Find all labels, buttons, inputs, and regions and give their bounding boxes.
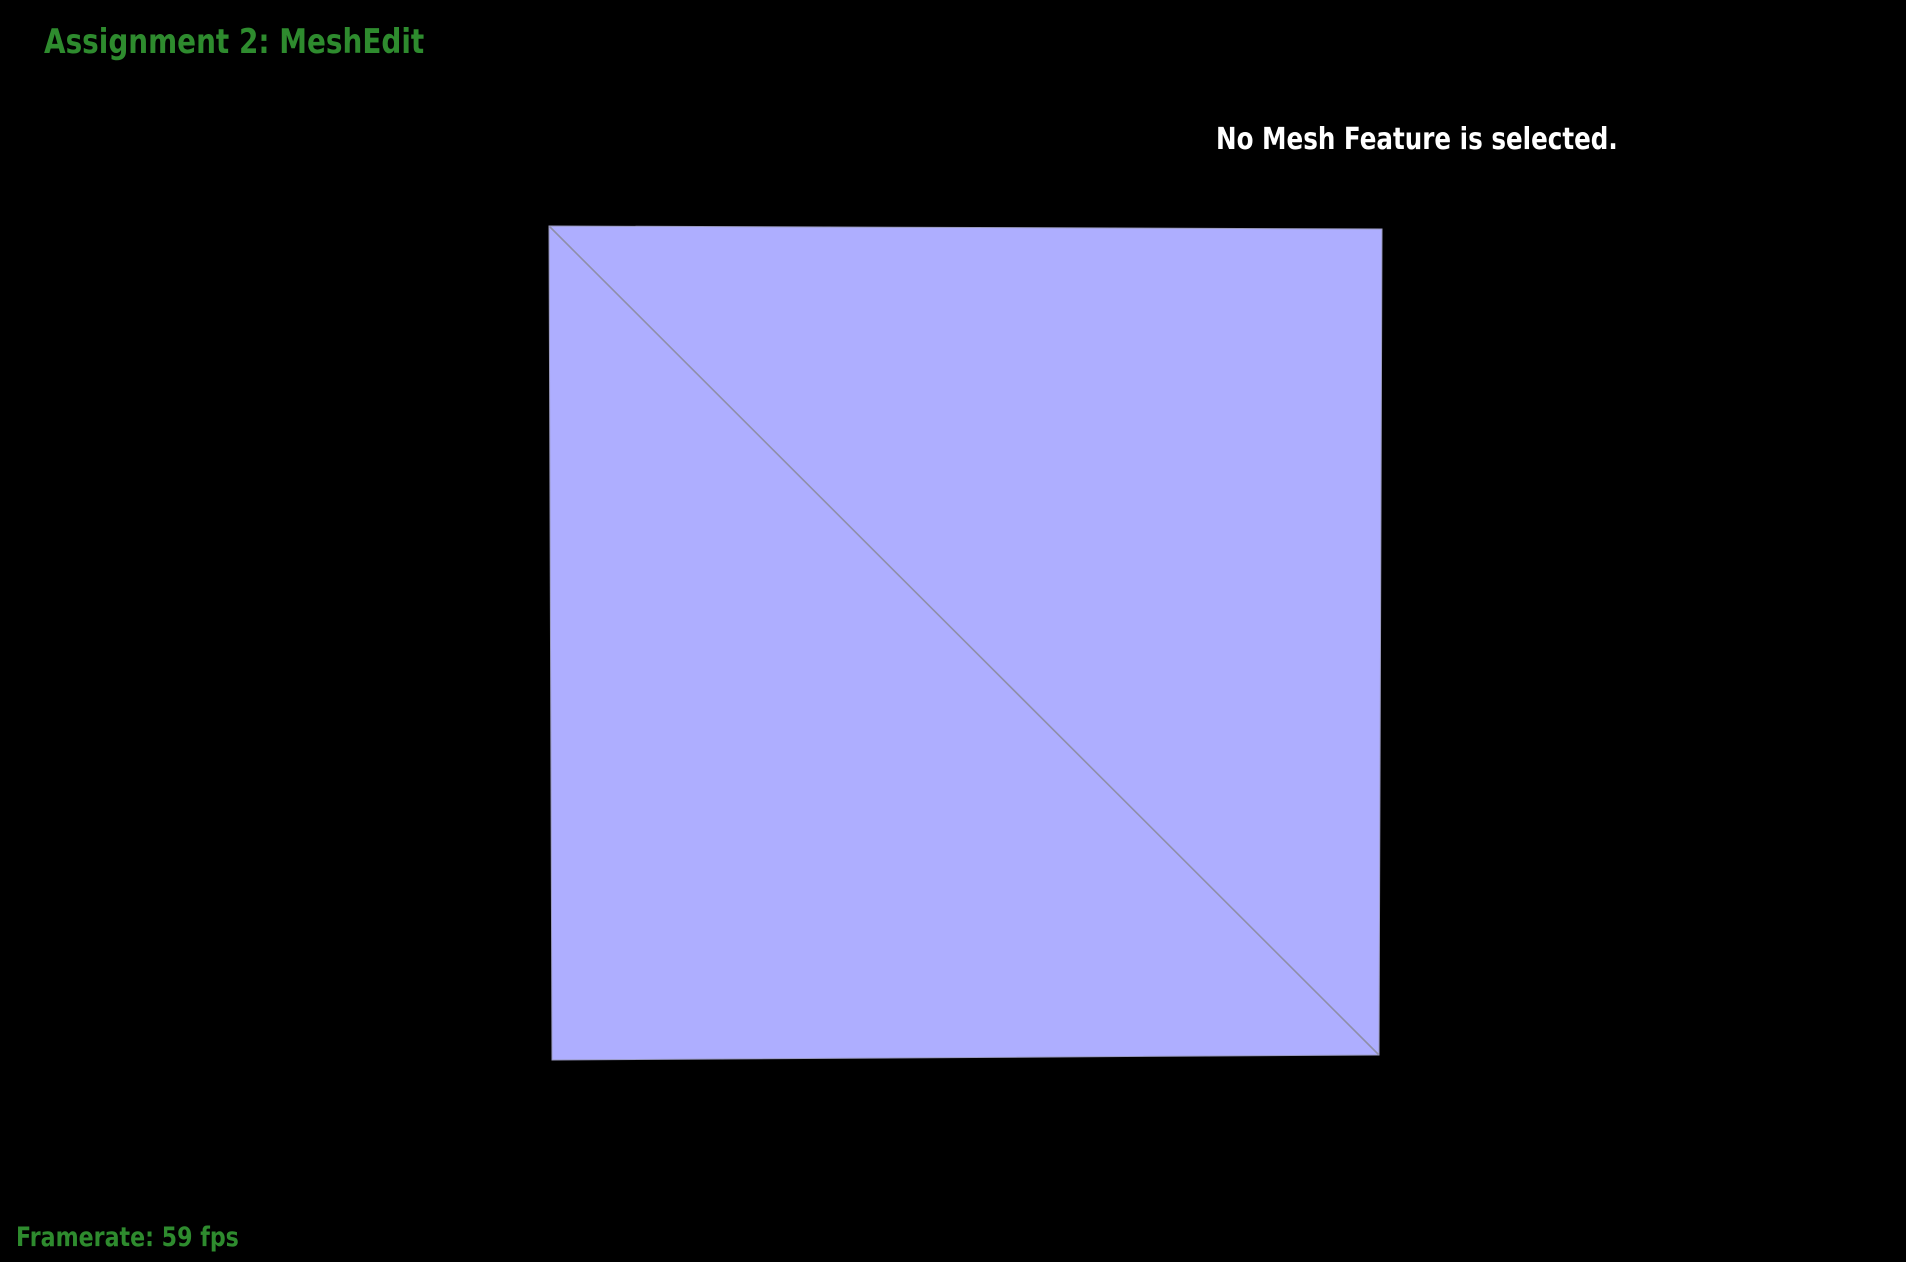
mesh-diagonal-edge[interactable] (548, 225, 1380, 1056)
mesh-outline (548, 225, 1383, 1061)
app-title: Assignment 2: MeshEdit (44, 22, 425, 62)
selection-status-message: No Mesh Feature is selected. (1216, 122, 1618, 157)
framerate-readout: Framerate: 59 fps (16, 1222, 239, 1253)
mesh-face-lower[interactable] (549, 226, 1379, 1060)
